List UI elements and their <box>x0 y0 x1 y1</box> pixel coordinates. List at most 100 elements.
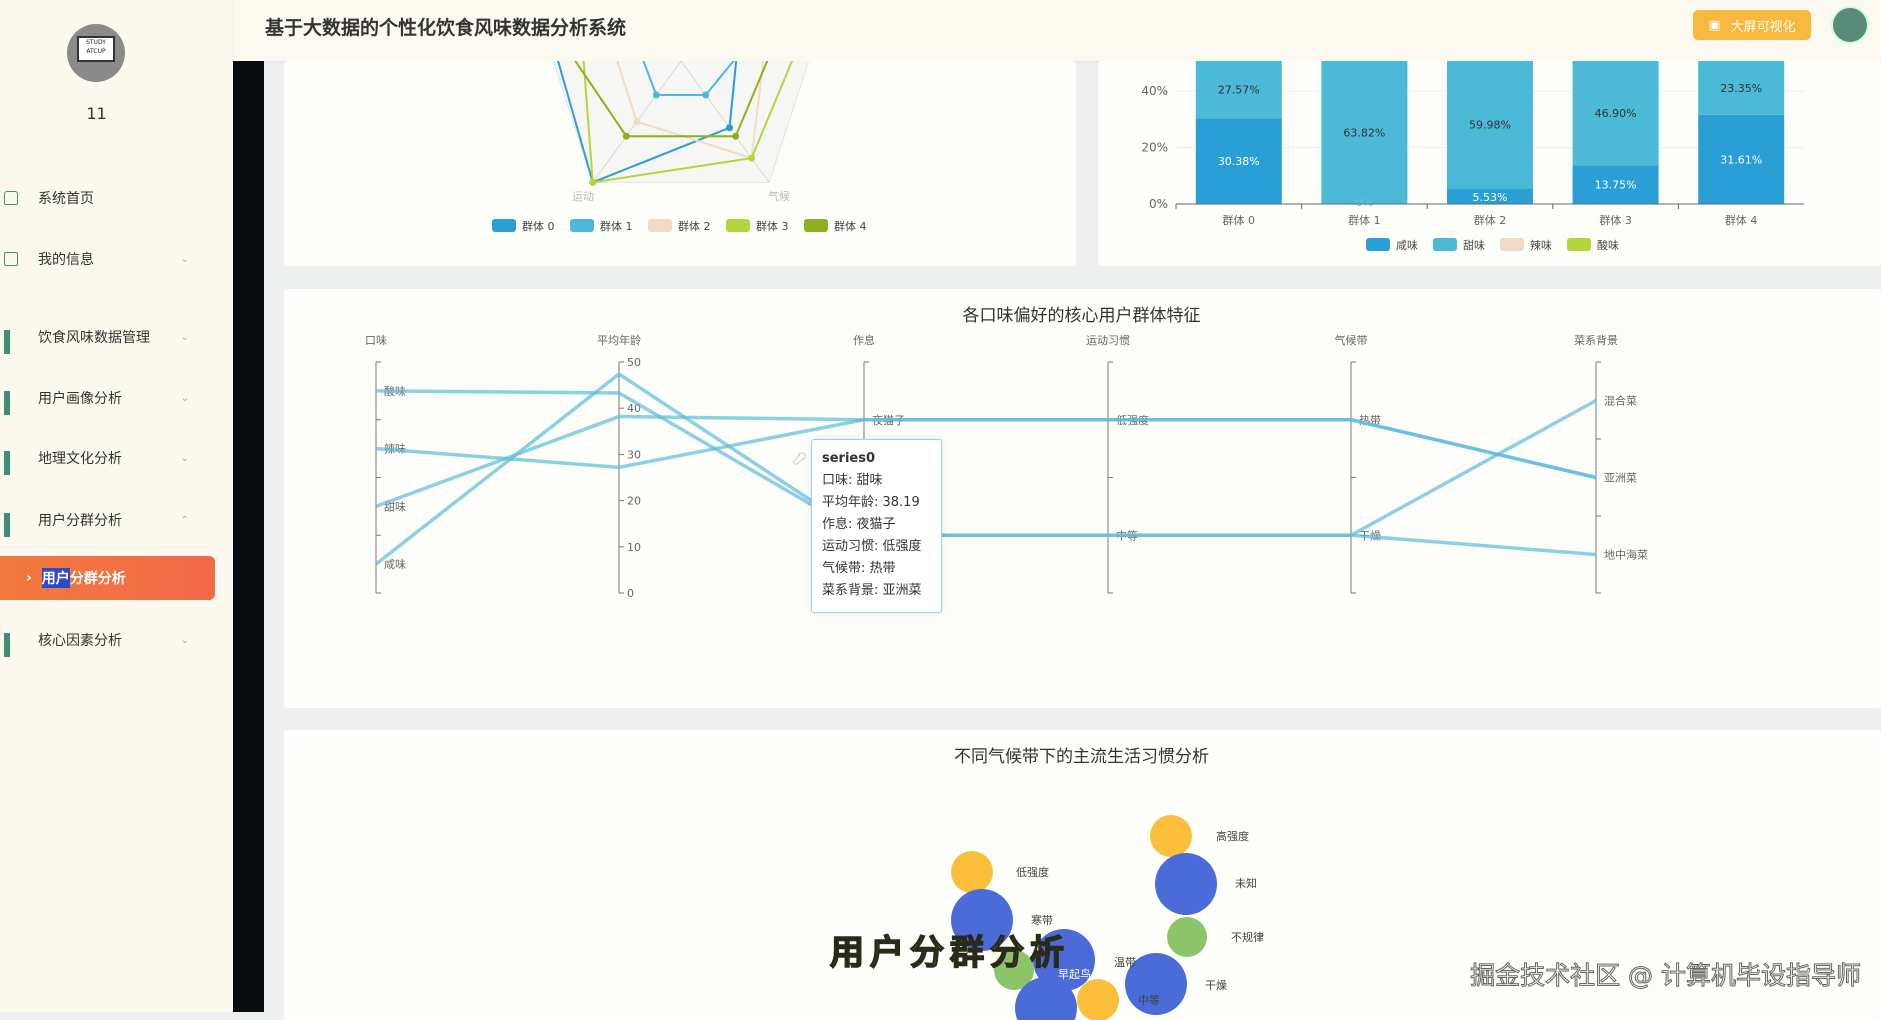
chevron-down-icon: ⌄ <box>180 452 189 464</box>
bar-data-label: 46.90% <box>1595 107 1637 120</box>
parallel-line-3 <box>375 418 1597 480</box>
tooltip-row: 平均年龄: 38.19 <box>822 495 920 510</box>
bubble-schedule <box>994 950 1034 990</box>
bigscreen-button[interactable]: ▣ 大屏可视化 <box>1693 10 1811 40</box>
radar-point <box>622 132 630 140</box>
bubble-label: 低强度 <box>1016 865 1049 879</box>
bubble-climate <box>951 889 1013 951</box>
video-caption: 用户分群分析 <box>829 932 1070 974</box>
sidebar-item-user-profile[interactable]: 用户画像分析 ⌄ <box>0 378 215 418</box>
bar-card: 0% 20% 40% 30.38% 27.57% 群体 0 0% 63.82% 群体 1 5.53… <box>1098 61 1881 266</box>
sidebar-item-label: 系统首页 <box>38 191 94 207</box>
parallel-axis-name: 平均年龄 <box>597 333 641 347</box>
radar-point <box>726 124 734 132</box>
y-tick-label: 20% <box>1141 141 1168 155</box>
legend-swatch <box>1366 238 1390 251</box>
bar-data-label: 31.61% <box>1720 153 1762 166</box>
sidebar-item-data-management[interactable]: 饮食风味数据管理 ⌄ <box>0 317 215 357</box>
bubble-title: 不同气候带下的主流生活习惯分析 <box>954 747 1209 767</box>
sidebar-item-core-factors[interactable]: 核心因素分析 ⌄ <box>0 620 215 660</box>
chevron-down-icon: ⌄ <box>180 331 189 343</box>
stacked-bar-chart: 0% 20% 40% 30.38% 27.57% 群体 0 0% 63.82% 群体 1 5.53… <box>1141 61 1804 252</box>
legend-swatch <box>1500 238 1524 251</box>
legend-swatch <box>1433 238 1457 251</box>
parallel-line-1 <box>374 371 1597 566</box>
monitor-icon: ▣ <box>1708 17 1721 33</box>
bar-data-label: 5.53% <box>1473 191 1508 204</box>
axis-tick-label: 20 <box>627 495 641 508</box>
home-icon <box>4 191 18 205</box>
bubble-climate <box>1125 953 1187 1015</box>
radar-indicator-label: 运动 <box>572 190 594 203</box>
avatar[interactable]: STUDY ATCUP <box>67 24 125 82</box>
sidebar-item-user-clustering[interactable]: 用户分群分析 ⌃ <box>0 500 215 540</box>
bubble-schedule <box>1167 917 1207 957</box>
sidebar-item-geo-culture[interactable]: 地理文化分析 ⌄ <box>0 438 215 478</box>
axis-tick-label: 30 <box>627 448 641 461</box>
sidebar-item-label: 我的信息 <box>38 252 94 268</box>
legend-label: 群体 4 <box>834 219 867 233</box>
axis-category-label: 地中海菜 <box>1604 548 1648 562</box>
chevron-down-icon: ⌄ <box>180 634 189 646</box>
sidebar: STUDY ATCUP 11 系统首页 我的信息 ⌄ 饮食风味数据管理 ⌄ 用户画… <box>0 0 233 1012</box>
radar-point <box>589 178 597 186</box>
parallel-chart: 口味酸味辣味甜味咸味平均年龄01020304050作息夜猫子运动习惯低强度中等气… <box>365 333 1648 600</box>
bar-segment <box>1698 114 1785 204</box>
bar-segment <box>1572 61 1659 166</box>
radar-point <box>702 91 710 99</box>
parallel-axis-name: 口味 <box>365 334 387 347</box>
parallel-axis-name: 作息 <box>853 333 875 347</box>
axis-tick-label: 50 <box>627 356 641 369</box>
radar-indicator-label: 气候 <box>768 189 790 203</box>
bubble-exercise <box>1077 979 1119 1020</box>
y-tick-label: 0% <box>1149 197 1168 211</box>
axis-category-label: 咸味 <box>384 558 406 571</box>
bubble-label: 不规律 <box>1231 930 1264 944</box>
x-tick-label: 群体 2 <box>1474 213 1507 227</box>
bar-segment <box>1698 61 1785 115</box>
y-tick-label: 40% <box>1141 84 1168 98</box>
bigscreen-label: 大屏可视化 <box>1730 19 1796 35</box>
tooltip-series: series0 <box>822 451 876 466</box>
bubble-climate <box>1155 853 1217 915</box>
chevron-down-icon: ⌄ <box>180 392 189 404</box>
user-avatar[interactable] <box>1831 6 1869 44</box>
sidebar-item-label: 用户分群分析 <box>38 513 122 529</box>
bubble-climate <box>1015 977 1077 1020</box>
sidebar-subitem-user-clustering[interactable]: › 用户 分群分析 <box>0 556 215 600</box>
bar-data-label: 13.75% <box>1595 179 1637 192</box>
bar-segment <box>1195 118 1282 204</box>
axis-category-label: 甜味 <box>384 500 406 513</box>
bubble-label: 早起鸟 <box>1058 967 1091 981</box>
sidebar-subitem-label: 分群分析 <box>69 571 126 587</box>
bubble-label: 干燥 <box>1205 979 1227 992</box>
chevron-down-icon: ⌄ <box>180 253 189 265</box>
sidebar-item-label: 核心因素分析 <box>38 633 122 649</box>
bubble-label: 温带 <box>1114 956 1136 969</box>
sidebar-item-label: 饮食风味数据管理 <box>38 330 150 346</box>
legend-label: 辣味 <box>1530 238 1552 252</box>
tooltip-row: 气候带: 热带 <box>822 561 896 576</box>
bar-data-label: 59.98% <box>1469 119 1511 132</box>
bar-data-label: 23.35% <box>1720 82 1762 95</box>
radar-series-2 <box>616 61 765 160</box>
bar-data-label: 0% <box>1356 196 1373 209</box>
sidebar-gap <box>233 61 264 1012</box>
radar-series-0 <box>557 61 738 184</box>
sidebar-item-home[interactable]: 系统首页 <box>0 178 215 218</box>
grid-icon <box>4 633 18 657</box>
chart-tooltip: series0 口味: 甜味 平均年龄: 38.19 作息: 夜猫子 运动习惯:… <box>811 439 942 613</box>
radar-series-4 <box>574 61 769 138</box>
bar-data-label: 63.82% <box>1343 127 1385 140</box>
sidebar-subitem-label-highlight: 用户 <box>41 568 70 588</box>
bar-segment <box>1572 165 1659 204</box>
grid-icon <box>4 513 18 537</box>
header: 基于大数据的个性化饮食风味数据分析系统 ▣ 大屏可视化 <box>233 0 1881 61</box>
sidebar-item-my-info[interactable]: 我的信息 ⌄ <box>0 239 215 279</box>
grid-icon <box>4 330 18 354</box>
bar-segment <box>1321 61 1408 204</box>
bubble-label: 高强度 <box>1216 829 1249 843</box>
radar-point <box>652 91 660 99</box>
legend-swatch <box>648 219 672 232</box>
